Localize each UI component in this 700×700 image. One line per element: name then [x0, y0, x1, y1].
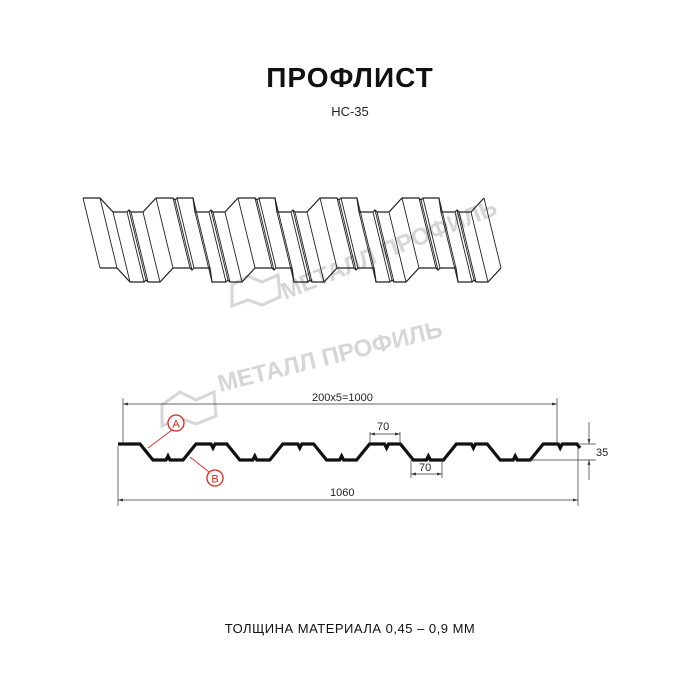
material-thickness-note: ТОЛЩИНА МАТЕРИАЛА 0,45 – 0,9 ММ [224, 621, 476, 636]
dimension-total-width: 1060 [330, 487, 354, 499]
sheet-rib-line [194, 211, 213, 283]
sheet-rib-line [294, 211, 313, 283]
sheet-rib-line [422, 197, 441, 269]
sheet-rib-line [130, 211, 149, 283]
sheet-rib-line [483, 197, 502, 269]
sheet-rib-line [458, 211, 477, 283]
section-view: 200x5=1000 1060 70 70 35 A B [117, 392, 608, 506]
dimension-top-flat: 70 [377, 421, 389, 433]
sheet-rib-line [336, 197, 355, 269]
sheet-rib-line [254, 197, 273, 269]
sheet-rib-line [208, 211, 227, 283]
callout-b-circle [206, 469, 224, 487]
sheet-rib-line [256, 199, 275, 271]
sheet-rib-line [274, 197, 293, 269]
watermark-logo-icon [230, 272, 282, 309]
sheet-rib-line [172, 197, 191, 269]
sheet-rib-line [128, 209, 147, 281]
callout-a-circle [167, 414, 185, 432]
sheet-rib-line [155, 197, 174, 269]
sheet-rib-line [374, 209, 393, 281]
sheet-rib-line [174, 199, 193, 271]
sheet-rib-line [192, 197, 211, 269]
sheet-rib-line [454, 211, 473, 283]
sheet-rib-line [338, 199, 357, 271]
callout-b-leader [189, 456, 210, 473]
sheet-rib-line [319, 197, 338, 269]
callout-a-label: A [172, 419, 180, 431]
sheet-rib-line [401, 197, 420, 269]
sheet-rib-line [456, 209, 475, 281]
sheet-rib-line [237, 197, 256, 269]
sheet-rib-line [99, 197, 118, 269]
sheet-rib-line [224, 211, 243, 283]
sheet-rib-line [292, 209, 311, 281]
sheet-rib-line [358, 211, 377, 283]
callout-b-label: B [211, 474, 218, 486]
dimension-bottom-flat: 70 [419, 462, 431, 474]
profile-section [118, 442, 582, 462]
sheet-rib-line [440, 211, 459, 283]
sheet-rib-line [212, 211, 231, 283]
dimension-pitch-total: 200x5=1000 [312, 392, 373, 404]
sheet-rib-line [418, 197, 437, 269]
watermark-text: МЕТАЛЛ ПРОФИЛЬ [215, 316, 445, 398]
watermark-2d: МЕТАЛЛ ПРОФИЛЬ [160, 316, 445, 429]
sheet-rib-line [372, 211, 391, 283]
product-code: НС-35 [331, 104, 369, 119]
sheet-rib-line [290, 211, 309, 283]
sheet-rib-line [82, 197, 101, 269]
sheet-rib-line [438, 197, 457, 269]
sheet-rib-line [306, 211, 325, 283]
sheet-rib-line [258, 197, 277, 269]
sheet-rib-line [176, 197, 195, 269]
sheet-rib-line [470, 211, 489, 283]
callout-a-leader [147, 429, 173, 449]
sheet-rib-line [276, 211, 295, 283]
sheet-rib-line [388, 211, 407, 283]
dimension-height: 35 [596, 447, 608, 459]
sheet-rib-line [210, 209, 229, 281]
sheet-rib-line [420, 199, 439, 271]
sheet-rib-line [340, 197, 359, 269]
watermark-text: МЕТАЛЛ ПРОФИЛЬ [277, 194, 501, 305]
watermark-3d: МЕТАЛЛ ПРОФИЛЬ [230, 194, 501, 309]
sheet-rib-line [376, 211, 395, 283]
sheet-rib-line [356, 197, 375, 269]
page-title: ПРОФЛИСТ [266, 62, 434, 93]
sheet-rib-line [126, 211, 145, 283]
sheet-rib-line [142, 211, 161, 283]
sheet-rib-line [112, 211, 131, 283]
sheet-3d-view [82, 197, 502, 283]
sheet-top-edge [83, 197, 485, 213]
